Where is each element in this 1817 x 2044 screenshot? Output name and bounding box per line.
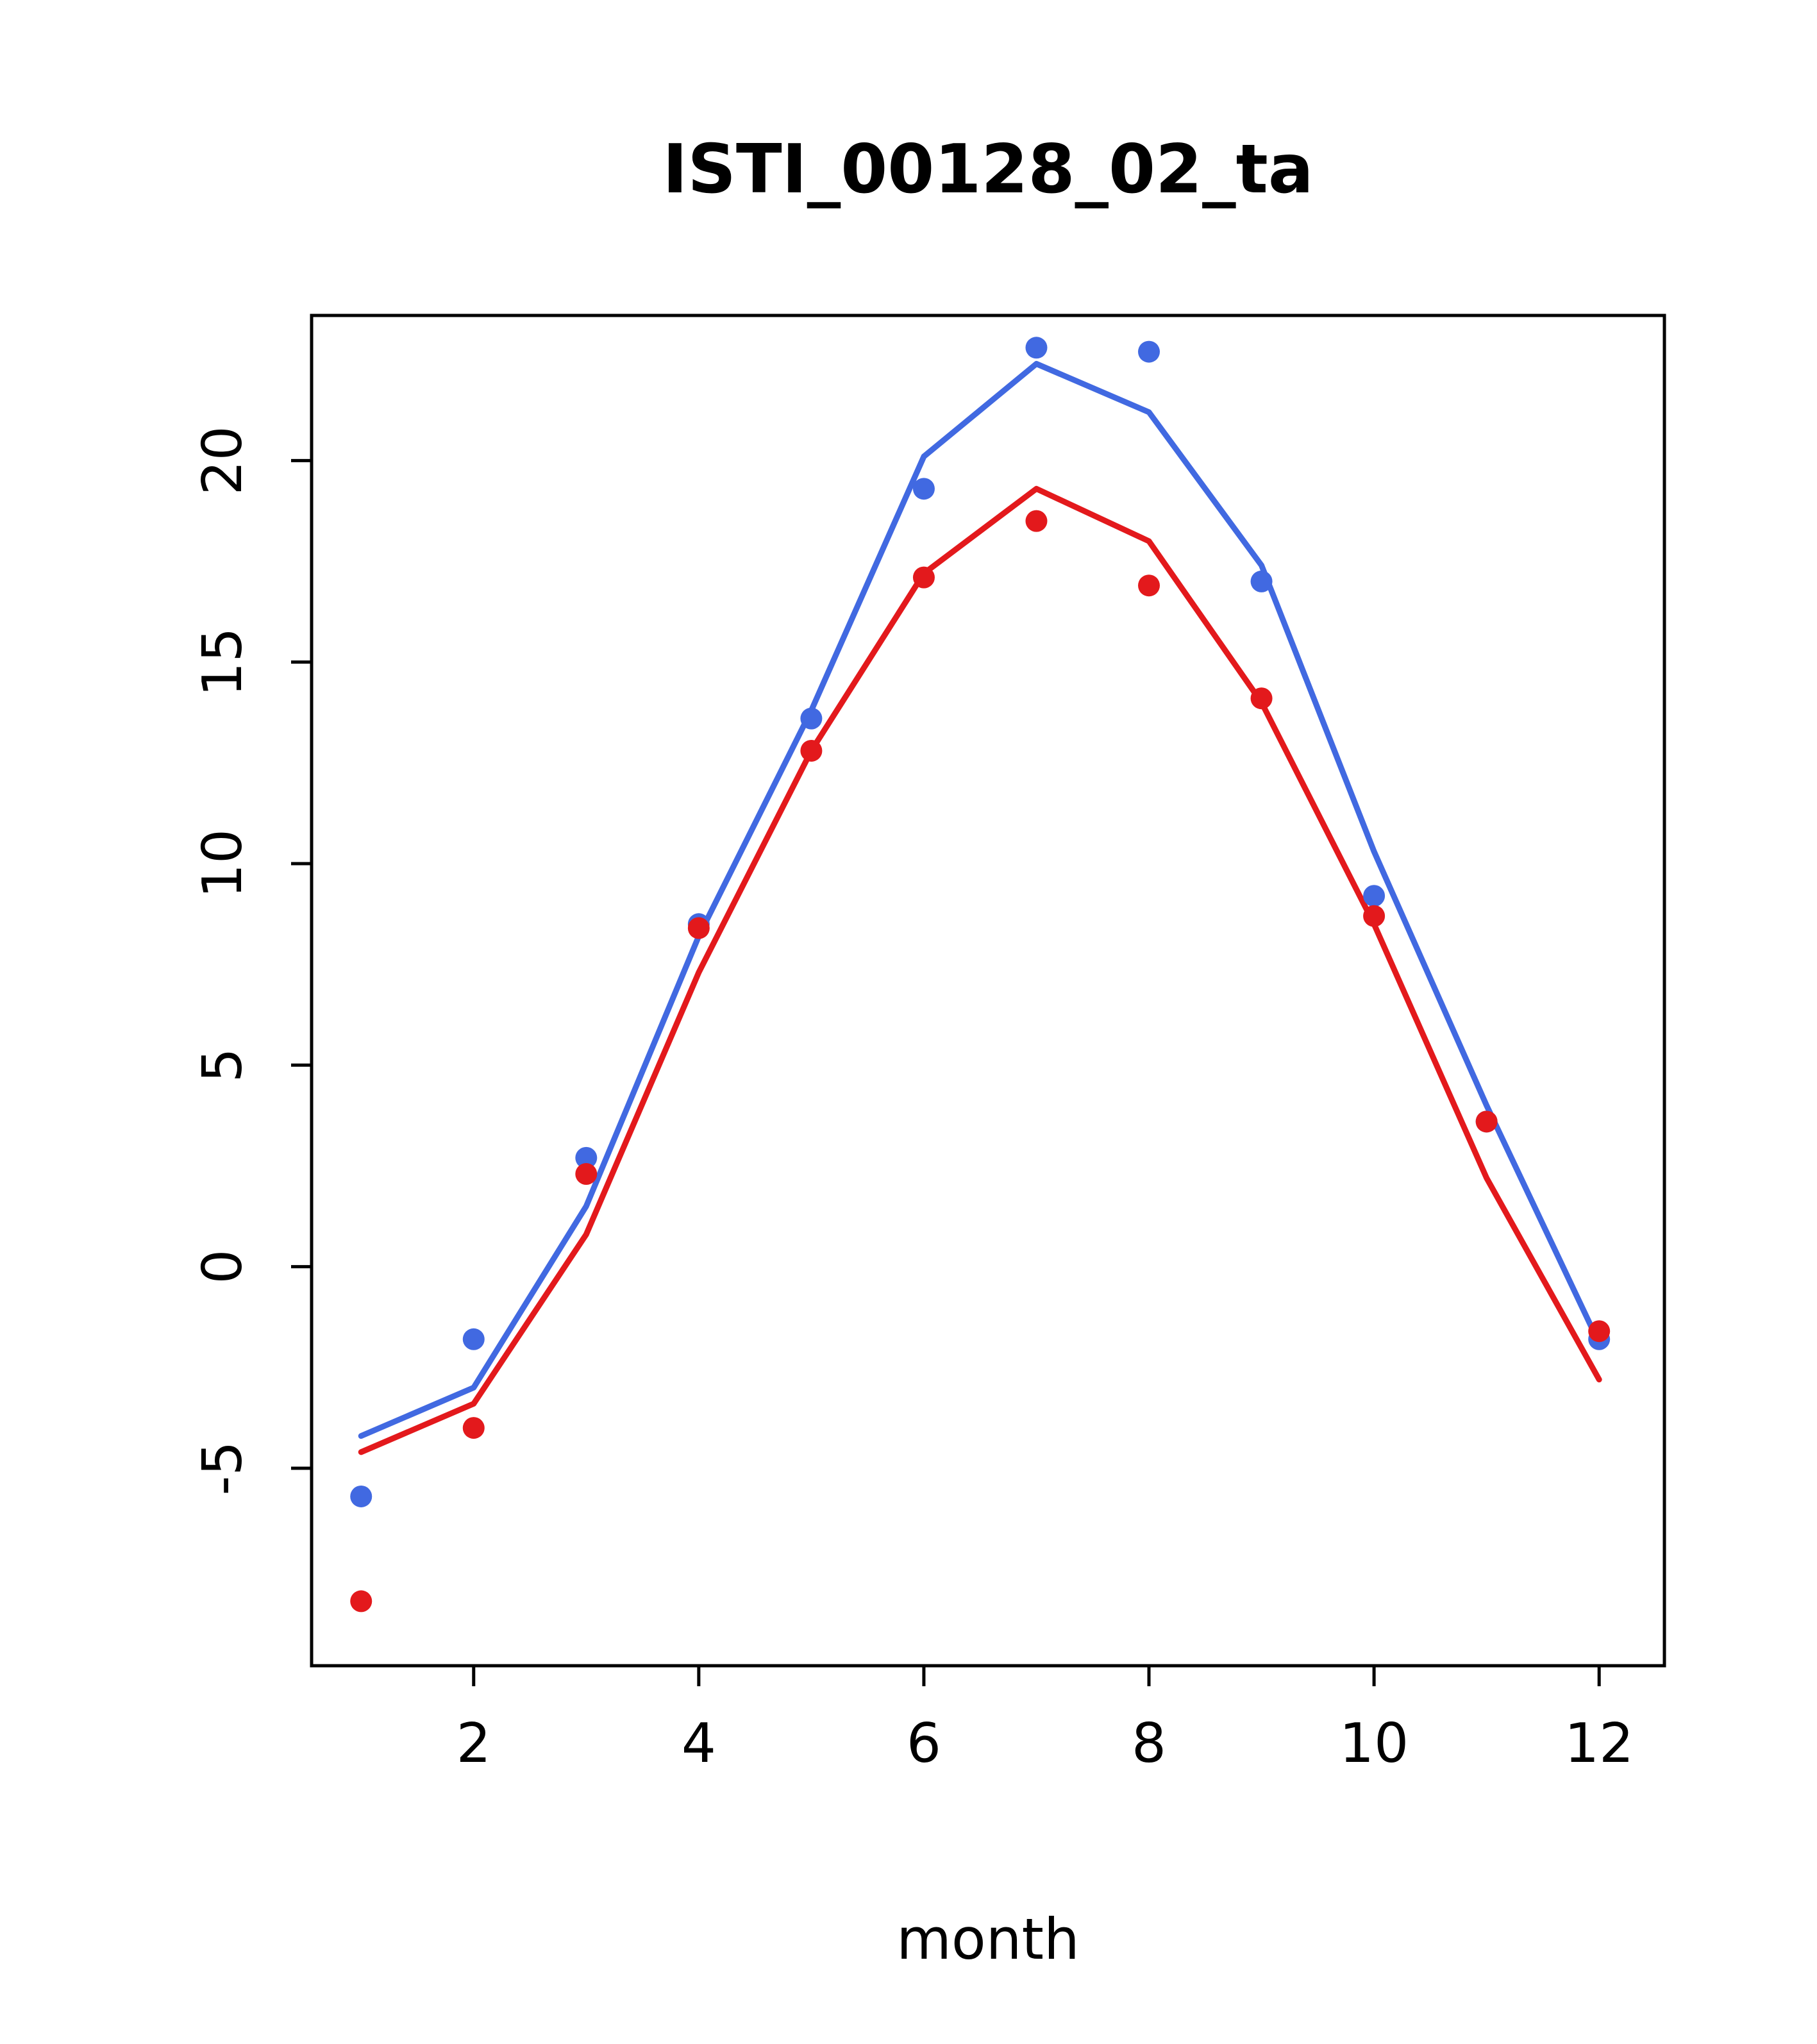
data-series [350, 337, 1611, 1613]
data-point [800, 739, 823, 762]
data-point [1475, 1110, 1498, 1133]
point-series-blue-points [350, 337, 1611, 1507]
data-point [462, 1417, 485, 1439]
x-tick-label: 8 [1132, 1712, 1166, 1775]
x-tick-label: 2 [456, 1712, 491, 1775]
line-series-blue-line [358, 360, 1602, 1439]
data-point [1138, 574, 1160, 597]
y-tick-label: 15 [191, 628, 255, 697]
data-point [1363, 885, 1386, 907]
axis-ticks: 2 4 6 8 10 12 -5 0 5 10 15 20 [191, 426, 1634, 1775]
plot-box [310, 314, 1666, 1668]
point-series-red-points [350, 510, 1611, 1613]
data-point [1588, 1320, 1611, 1343]
y-tick-label: -5 [191, 1441, 255, 1496]
data-point [575, 1163, 598, 1185]
data-point [1250, 570, 1273, 592]
x-axis-label: month [896, 1906, 1080, 1972]
data-point [1363, 905, 1386, 927]
data-point [350, 1590, 373, 1613]
data-point [1025, 510, 1048, 532]
data-point [912, 566, 935, 589]
data-point [350, 1485, 373, 1507]
data-point [912, 478, 935, 500]
data-point [1138, 340, 1160, 363]
data-point [687, 917, 710, 939]
chart-title: ISTI_00128_02_ta [662, 130, 1313, 208]
data-point [575, 1146, 598, 1169]
x-tick-label: 10 [1339, 1712, 1409, 1775]
data-point [1025, 337, 1048, 359]
line-series-red-line [358, 485, 1602, 1455]
y-tick-label: 0 [191, 1250, 255, 1284]
y-tick-label: 10 [191, 829, 255, 898]
x-tick-label: 4 [682, 1712, 716, 1775]
x-tick-label: 6 [907, 1712, 941, 1775]
data-point [462, 1328, 485, 1350]
data-point [800, 707, 823, 730]
y-tick-label: 5 [191, 1048, 255, 1082]
data-point [1250, 687, 1273, 710]
x-tick-label: 12 [1564, 1712, 1634, 1775]
y-tick-label: 20 [191, 426, 255, 495]
